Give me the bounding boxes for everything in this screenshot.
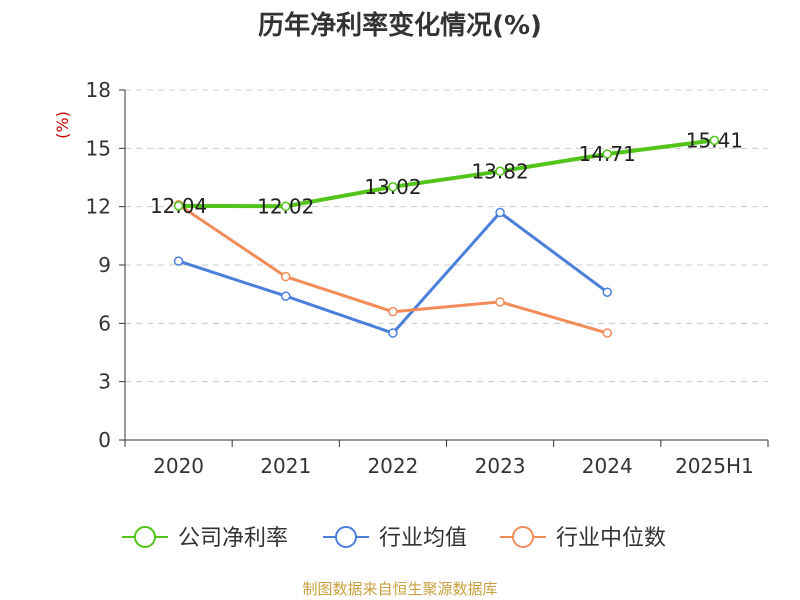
- legend-item: 公司净利率: [122, 526, 288, 551]
- y-tick-label: 0: [98, 428, 111, 452]
- data-point: [495, 297, 505, 307]
- data-point: [709, 135, 720, 146]
- legend-item: 行业中位数: [500, 526, 666, 551]
- source-note: 制图数据来自恒生聚源数据库: [302, 580, 497, 598]
- y-tick-label: 3: [98, 370, 111, 394]
- legend-swatch-marker: [512, 526, 534, 548]
- data-point: [602, 287, 612, 297]
- y-tick-label: 6: [98, 311, 111, 335]
- legend-swatch-marker: [335, 526, 357, 548]
- x-tick-label: 2020: [153, 454, 204, 478]
- data-point: [173, 256, 184, 266]
- x-tick-label: 2025H1: [675, 454, 754, 478]
- data-point: [388, 328, 398, 338]
- y-tick-label: 15: [86, 136, 111, 160]
- data-point: [281, 271, 291, 282]
- x-tick-label: 2022: [367, 454, 418, 478]
- data-point: [388, 306, 398, 317]
- axes: 0 3 6 9 12 15 18 2020 2021 2022 2023 2024 2025H1: [86, 78, 769, 478]
- legend-label: 行业中位数: [556, 526, 666, 551]
- data-label: 15.41: [686, 128, 743, 152]
- x-tick-label: 2023: [475, 454, 526, 478]
- legend-label: 行业均值: [379, 526, 467, 551]
- grid: [125, 89, 768, 383]
- data-point: [602, 328, 612, 338]
- data-point: [602, 149, 612, 159]
- data-label: 14.71: [579, 142, 636, 166]
- legend: 公司净利率 行业均值 行业中位数: [122, 526, 666, 551]
- legend-label: 公司净利率: [178, 526, 288, 551]
- data-point: [495, 166, 505, 177]
- y-tick-label: 9: [98, 253, 111, 277]
- y-tick-label: 18: [86, 78, 111, 102]
- data-label: 12.02: [257, 194, 314, 218]
- data-label: 13.02: [364, 175, 421, 199]
- data-point: [388, 182, 398, 192]
- y-axis-unit: (%): [53, 111, 72, 139]
- y-tick-label: 12: [86, 195, 111, 219]
- legend-swatch-marker: [134, 526, 156, 548]
- legend-item: 行业均值: [323, 526, 467, 551]
- data-point: [173, 201, 184, 211]
- data-label: 13.82: [471, 159, 528, 183]
- x-tick-label: 2021: [260, 454, 311, 478]
- data-label: 12.04: [150, 194, 207, 218]
- data-point: [281, 291, 291, 301]
- data-point: [495, 207, 505, 218]
- data-labels: 12.04 12.02 13.02 13.82 14.71 15.41: [150, 128, 743, 218]
- x-tick-label: 2024: [582, 454, 633, 478]
- data-point: [281, 201, 291, 212]
- series: [173, 135, 720, 338]
- chart-title: 历年净利率变化情况(%): [258, 10, 542, 41]
- series-line: [178, 138, 715, 209]
